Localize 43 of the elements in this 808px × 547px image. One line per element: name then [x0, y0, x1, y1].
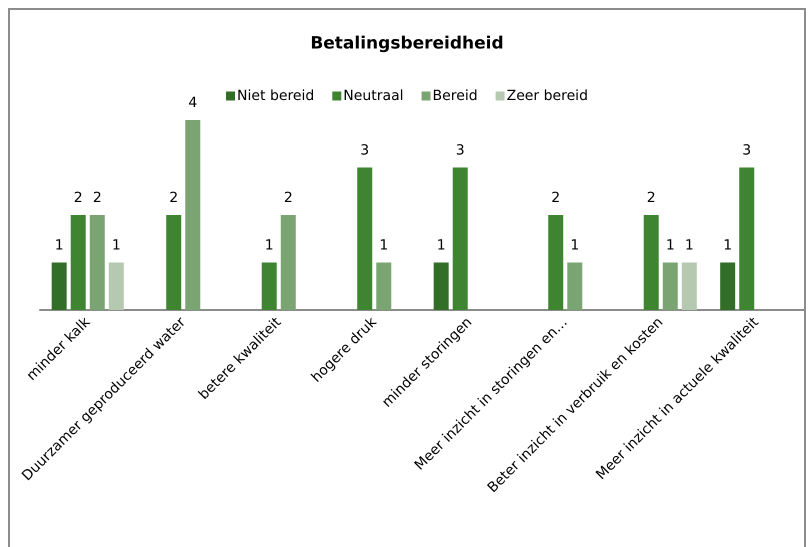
data-label: 2 — [92, 190, 102, 206]
data-label: 1 — [666, 238, 675, 254]
legend-label: Zeer bereid — [506, 88, 588, 104]
data-label: 1 — [112, 238, 121, 254]
legend-label: Bereid — [432, 88, 478, 104]
bar — [166, 215, 182, 310]
data-label: 3 — [360, 142, 370, 158]
bar — [357, 168, 372, 310]
data-label: 2 — [284, 190, 293, 206]
data-label: 2 — [169, 190, 178, 206]
bar — [185, 120, 200, 310]
bar — [52, 262, 67, 310]
data-label: 1 — [379, 238, 388, 254]
data-label: 1 — [264, 238, 274, 254]
bar — [662, 262, 678, 310]
bar — [434, 262, 449, 310]
data-label: 1 — [570, 238, 580, 254]
data-label: 4 — [188, 95, 198, 111]
bar — [644, 215, 659, 310]
bar — [720, 262, 736, 310]
data-label: 2 — [646, 190, 656, 206]
bar — [567, 262, 582, 310]
bar — [682, 262, 697, 310]
bar — [548, 215, 564, 310]
bar — [739, 168, 754, 310]
legend-label: Niet bereid — [237, 88, 314, 104]
data-label: 2 — [74, 190, 83, 206]
bar — [70, 215, 86, 310]
data-label: 1 — [436, 238, 446, 254]
data-label: 1 — [54, 238, 64, 254]
legend-label: Neutraal — [343, 88, 404, 104]
bar — [90, 215, 105, 310]
bar — [108, 262, 124, 310]
data-label: 1 — [723, 238, 732, 254]
data-label: 3 — [456, 142, 465, 158]
bar — [452, 168, 468, 310]
bar — [262, 262, 277, 310]
data-label: 1 — [684, 238, 694, 254]
data-label: 2 — [551, 190, 560, 206]
chart-title: Betalingsbereidheid — [310, 34, 504, 54]
data-label: 3 — [742, 142, 752, 158]
bar — [376, 262, 392, 310]
bar — [280, 215, 296, 310]
